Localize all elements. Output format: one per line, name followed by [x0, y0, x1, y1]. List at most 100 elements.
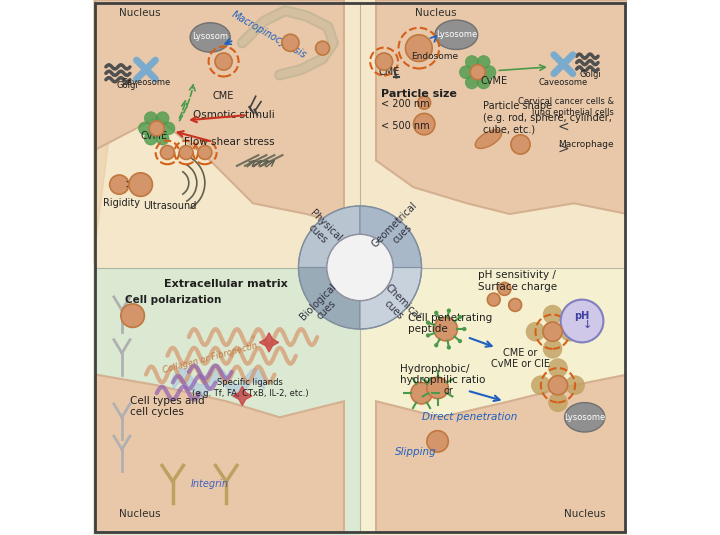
Text: Cell types and
cell cycles: Cell types and cell cycles — [130, 396, 204, 417]
Text: < 200 nm: < 200 nm — [382, 100, 430, 109]
Circle shape — [144, 112, 157, 125]
Text: CME or
CvME or CIE: CME or CvME or CIE — [491, 348, 550, 369]
Wedge shape — [360, 206, 421, 268]
Circle shape — [121, 304, 145, 327]
Circle shape — [566, 376, 585, 395]
Circle shape — [413, 113, 435, 135]
Text: Golgi: Golgi — [579, 71, 601, 79]
Circle shape — [462, 327, 467, 331]
Circle shape — [549, 393, 567, 412]
Circle shape — [477, 56, 490, 68]
Text: Macrophage: Macrophage — [559, 140, 614, 149]
Circle shape — [156, 112, 169, 125]
Text: Flow shear stress: Flow shear stress — [184, 137, 274, 147]
Ellipse shape — [564, 403, 605, 432]
Text: Endosome: Endosome — [411, 52, 459, 60]
Circle shape — [561, 300, 603, 342]
Text: Nucleus: Nucleus — [120, 509, 161, 518]
Text: Caveosome: Caveosome — [122, 79, 171, 87]
Circle shape — [138, 122, 151, 135]
Circle shape — [411, 383, 432, 404]
Circle shape — [458, 315, 462, 319]
Text: Rigidity: Rigidity — [104, 198, 140, 208]
Text: Direct penetration: Direct penetration — [422, 412, 518, 422]
Circle shape — [144, 132, 157, 145]
Text: Particle size: Particle size — [382, 89, 457, 98]
Text: CvME: CvME — [140, 132, 168, 141]
Text: Caveosome: Caveosome — [539, 79, 588, 87]
Circle shape — [511, 135, 530, 154]
Circle shape — [543, 322, 562, 341]
Text: CME: CME — [379, 67, 400, 77]
Circle shape — [465, 76, 478, 89]
Text: Biological
cues: Biological cues — [297, 281, 346, 330]
Circle shape — [458, 339, 462, 343]
Circle shape — [434, 311, 438, 315]
Ellipse shape — [475, 129, 502, 149]
Text: CvME: CvME — [480, 77, 508, 86]
Polygon shape — [95, 0, 344, 225]
Wedge shape — [360, 268, 421, 329]
Circle shape — [427, 431, 449, 452]
Text: Specific ligands
(e.g. Tf, FA, CTxB, IL-2, etc.): Specific ligands (e.g. Tf, FA, CTxB, IL-… — [192, 378, 309, 398]
Text: Nucleus: Nucleus — [415, 9, 456, 18]
Polygon shape — [233, 386, 252, 406]
Circle shape — [129, 173, 153, 196]
Text: pH sensitivity /
Surface charge: pH sensitivity / Surface charge — [477, 270, 557, 292]
Circle shape — [446, 345, 451, 349]
Ellipse shape — [190, 23, 230, 52]
FancyBboxPatch shape — [360, 268, 628, 535]
Circle shape — [149, 121, 164, 136]
Text: Nucleus: Nucleus — [564, 509, 606, 518]
Text: >: > — [557, 141, 569, 156]
Circle shape — [198, 146, 212, 159]
Circle shape — [470, 65, 485, 80]
Text: Lysosome: Lysosome — [564, 413, 606, 422]
Circle shape — [487, 293, 500, 306]
Circle shape — [405, 35, 432, 62]
Text: or: or — [444, 386, 453, 395]
Circle shape — [477, 76, 490, 89]
Circle shape — [156, 132, 169, 145]
Text: Golgi: Golgi — [117, 81, 138, 90]
Text: Slipping: Slipping — [395, 447, 437, 457]
Ellipse shape — [435, 20, 477, 50]
Text: Geometrical
cues: Geometrical cues — [369, 201, 427, 258]
Circle shape — [543, 305, 562, 324]
Text: <: < — [557, 120, 569, 134]
Text: Cervical cancer cells &
lung epithelial cells: Cervical cancer cells & lung epithelial … — [518, 97, 614, 117]
Circle shape — [498, 282, 511, 295]
Circle shape — [215, 53, 232, 70]
Text: Hydrophobic/
hydrophilic ratio: Hydrophobic/ hydrophilic ratio — [400, 364, 485, 385]
FancyBboxPatch shape — [92, 0, 360, 268]
Text: Integrin: Integrin — [192, 479, 229, 489]
Polygon shape — [95, 374, 344, 532]
Circle shape — [427, 377, 449, 399]
Text: CME: CME — [213, 91, 234, 101]
FancyBboxPatch shape — [360, 0, 628, 268]
Circle shape — [459, 66, 472, 79]
Text: ↓: ↓ — [582, 320, 592, 330]
Circle shape — [282, 34, 299, 51]
Circle shape — [434, 317, 457, 341]
Circle shape — [315, 41, 330, 55]
Text: pH: pH — [575, 311, 590, 320]
Polygon shape — [259, 333, 279, 352]
Text: Chemical
cues: Chemical cues — [374, 282, 422, 330]
Circle shape — [549, 358, 567, 378]
Circle shape — [483, 66, 496, 79]
Circle shape — [509, 299, 521, 311]
Text: Cell penetrating
peptide: Cell penetrating peptide — [408, 313, 492, 334]
Circle shape — [179, 146, 193, 159]
Circle shape — [446, 309, 451, 313]
Circle shape — [376, 53, 392, 70]
Circle shape — [161, 146, 174, 159]
Circle shape — [109, 175, 129, 194]
Text: Lysosome: Lysosome — [436, 30, 477, 39]
Circle shape — [560, 322, 579, 341]
Circle shape — [434, 343, 438, 347]
Text: Collagen or Fibronectin: Collagen or Fibronectin — [162, 341, 258, 376]
Polygon shape — [376, 374, 628, 532]
Wedge shape — [299, 206, 360, 268]
Text: >: > — [125, 178, 135, 191]
